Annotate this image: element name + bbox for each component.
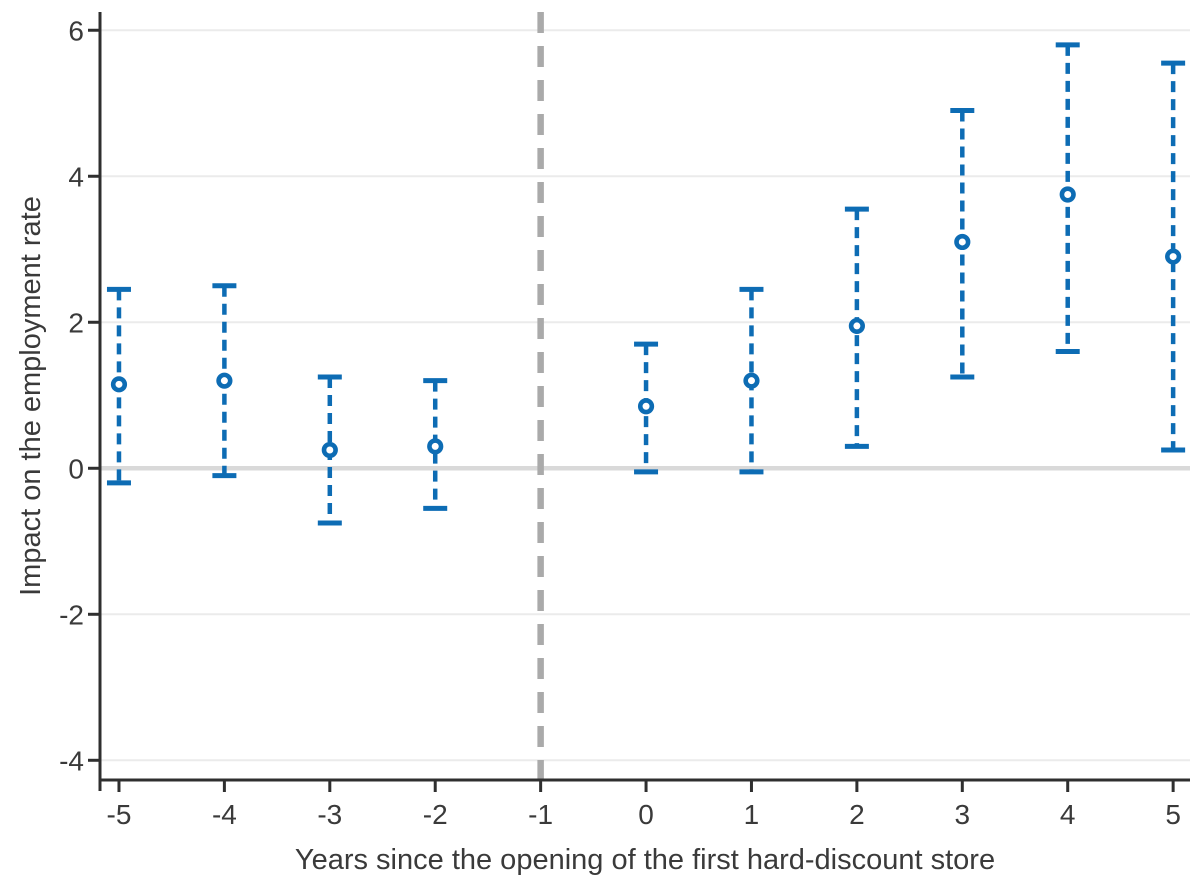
x-tick-label: 4 xyxy=(1060,799,1076,830)
data-point-marker xyxy=(637,398,655,415)
y-tick-label: -2 xyxy=(59,599,84,630)
y-tick-label: 2 xyxy=(68,307,84,338)
x-axis-title: Years since the opening of the first har… xyxy=(294,844,996,876)
x-tick-label: 2 xyxy=(849,799,865,830)
data-point-marker xyxy=(1165,248,1182,265)
x-tick-label: -5 xyxy=(107,799,132,830)
x-tick-label: 1 xyxy=(744,799,760,830)
y-axis-title: Impact on the employment rate xyxy=(15,196,47,596)
y-tick-label: 0 xyxy=(68,453,84,484)
data-point-marker xyxy=(848,317,865,335)
data-point-marker xyxy=(216,372,233,389)
x-tick-label: -2 xyxy=(423,799,448,830)
x-tick-label: -1 xyxy=(528,799,553,830)
data-point-marker xyxy=(427,438,444,455)
data-point-marker xyxy=(954,233,971,251)
x-tick-label: -3 xyxy=(317,799,342,830)
data-point-marker xyxy=(321,441,338,459)
y-tick-label: 6 xyxy=(68,15,84,46)
y-tick-label: 4 xyxy=(68,161,84,192)
data-point-marker xyxy=(743,372,760,389)
x-tick-label: -4 xyxy=(212,799,237,830)
data-point-marker xyxy=(110,376,128,393)
data-point-marker xyxy=(1059,186,1076,203)
x-tick-label: 5 xyxy=(1165,799,1181,830)
x-tick-label: 0 xyxy=(638,799,654,830)
y-tick-label: -4 xyxy=(59,745,84,776)
x-tick-label: 3 xyxy=(955,799,971,830)
